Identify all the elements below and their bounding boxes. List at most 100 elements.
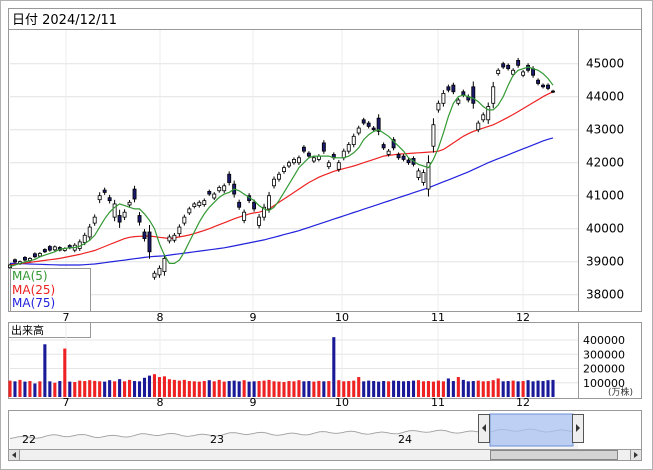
volume-bar bbox=[212, 381, 216, 397]
arrow-left-icon bbox=[12, 452, 16, 458]
candle bbox=[386, 149, 391, 157]
ma75-line bbox=[9, 137, 554, 266]
volume-bar bbox=[53, 382, 57, 397]
volume-bar bbox=[103, 381, 107, 397]
candle bbox=[242, 209, 247, 224]
candle bbox=[426, 155, 431, 197]
candle bbox=[396, 152, 401, 160]
candle bbox=[277, 171, 281, 182]
volume-bar bbox=[337, 380, 341, 397]
price-x-tick: 9 bbox=[250, 311, 257, 324]
price-y-tick-labels: 38000 39000 40000 41000 42000 43000 44000 45000 bbox=[586, 57, 624, 302]
volume-bar bbox=[496, 378, 500, 397]
navigator-x-tick: 22 bbox=[22, 433, 36, 446]
volume-bar bbox=[491, 380, 495, 397]
volume-bar bbox=[461, 379, 465, 397]
candle bbox=[516, 57, 521, 68]
price-y-tick: 39000 bbox=[586, 255, 624, 269]
volume-bar bbox=[322, 381, 326, 397]
candle bbox=[361, 117, 366, 126]
price-y-tick: 42000 bbox=[586, 156, 624, 170]
volume-bar bbox=[481, 381, 485, 397]
candle bbox=[152, 270, 157, 280]
volume-bar bbox=[8, 380, 12, 397]
ma25-line bbox=[9, 91, 554, 266]
candle bbox=[102, 187, 107, 195]
candle bbox=[292, 157, 296, 165]
volume-bar bbox=[267, 379, 271, 397]
navigator-x-tick-labels: 22 23 24 bbox=[22, 433, 412, 446]
scroll-right-button[interactable] bbox=[630, 449, 642, 461]
candle bbox=[117, 209, 122, 228]
navigator-selection[interactable] bbox=[489, 413, 574, 447]
candle bbox=[431, 118, 436, 153]
volume-bar bbox=[332, 337, 336, 397]
volume-bar bbox=[531, 381, 535, 397]
volume-bar bbox=[307, 381, 311, 397]
candle bbox=[456, 97, 461, 106]
volume-bar bbox=[48, 381, 52, 397]
candle bbox=[536, 78, 540, 86]
candle bbox=[311, 155, 316, 164]
candle bbox=[182, 214, 187, 226]
scroll-thumb[interactable] bbox=[490, 450, 618, 460]
volume-x-tick: 11 bbox=[431, 396, 445, 409]
candle bbox=[157, 265, 162, 278]
volume-bar bbox=[147, 375, 152, 397]
volume-bar bbox=[68, 381, 72, 397]
volume-bar bbox=[327, 381, 331, 397]
volume-bar bbox=[377, 381, 381, 397]
date-label: 日付 2024/12/11 bbox=[12, 13, 117, 28]
volume-bar bbox=[83, 381, 87, 397]
volume-bar bbox=[362, 381, 366, 397]
arrow-right-icon bbox=[634, 452, 638, 458]
volume-bar bbox=[98, 381, 102, 397]
navigator-left-handle[interactable] bbox=[478, 414, 490, 443]
candle bbox=[441, 90, 446, 107]
price-x-tick: 12 bbox=[516, 311, 530, 324]
volume-title: 出来高 bbox=[11, 323, 44, 337]
volume-bar bbox=[297, 380, 301, 397]
candle bbox=[52, 245, 57, 252]
volume-bar bbox=[486, 381, 490, 397]
candle bbox=[476, 120, 481, 133]
candle bbox=[192, 202, 197, 209]
volume-bar bbox=[436, 380, 440, 397]
volume-x-tick: 7 bbox=[63, 396, 70, 409]
volume-bar bbox=[446, 378, 450, 397]
candle bbox=[32, 252, 37, 259]
volume-bar bbox=[157, 377, 161, 397]
candle bbox=[97, 192, 102, 204]
volume-x-tick-labels: 7 8 9 10 11 12 bbox=[63, 396, 531, 409]
volume-bar bbox=[78, 380, 82, 397]
volume-bar bbox=[207, 380, 211, 397]
scroll-left-button[interactable] bbox=[8, 449, 20, 461]
candle bbox=[336, 160, 341, 172]
volume-bar bbox=[177, 380, 181, 397]
volume-bar bbox=[187, 381, 191, 397]
navigator-right-handle[interactable] bbox=[572, 414, 584, 443]
volume-bar bbox=[172, 379, 176, 397]
volume-x-tick: 10 bbox=[335, 396, 349, 409]
candle bbox=[87, 223, 92, 241]
candle bbox=[321, 140, 326, 154]
candle bbox=[147, 224, 152, 259]
candle bbox=[446, 84, 451, 93]
navigator-fill bbox=[10, 429, 578, 449]
candle bbox=[167, 234, 172, 244]
volume-bar bbox=[142, 377, 147, 397]
candle bbox=[366, 121, 371, 129]
candle bbox=[451, 82, 456, 95]
volume-unit: (万株) bbox=[608, 386, 633, 398]
volume-bar bbox=[113, 381, 117, 397]
candle bbox=[546, 83, 550, 91]
volume-bar bbox=[406, 381, 411, 397]
ma5-line bbox=[9, 66, 554, 268]
candle bbox=[436, 100, 441, 113]
candle bbox=[212, 192, 217, 200]
candle bbox=[471, 81, 476, 109]
volume-bar bbox=[262, 380, 266, 397]
volume-bar bbox=[33, 383, 37, 397]
candle bbox=[267, 191, 271, 213]
